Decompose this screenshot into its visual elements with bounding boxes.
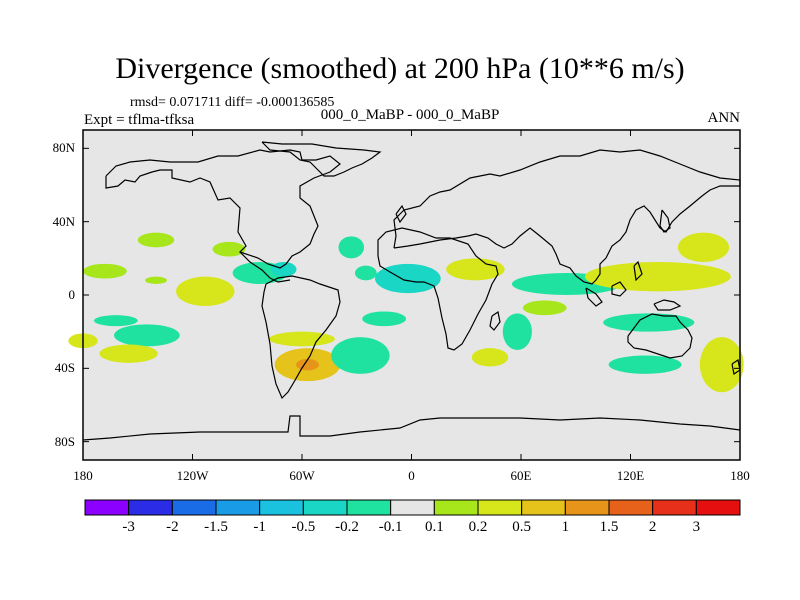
africa-coast — [377, 227, 499, 351]
plot-title: Divergence (smoothed) at 200 hPa (10**6 … — [115, 52, 685, 85]
uk-coast — [395, 204, 407, 224]
colorbar-swatch — [171, 499, 217, 516]
contour-region — [471, 348, 509, 367]
colorbar-tick-label: 0.1 — [424, 519, 444, 535]
philippines-coast — [633, 260, 643, 282]
greenland-coast — [261, 141, 382, 177]
colorbar-tick-label: -0.1 — [378, 519, 403, 535]
central-america-coast — [239, 251, 291, 283]
contour-region — [212, 241, 246, 257]
colorbar-tick-label: -0.5 — [291, 519, 316, 535]
season-label: ANN — [707, 110, 741, 126]
contour-region — [114, 324, 180, 347]
colorbar-swatch — [652, 499, 697, 516]
colorbar-swatch — [302, 499, 348, 516]
colorbar-swatch — [695, 499, 741, 516]
case-label: 000_0_MaBP - 000_0_MaBP — [320, 107, 500, 123]
lon-tick-label: 60E — [510, 468, 532, 483]
colorbar-tick-label: 3 — [692, 519, 701, 535]
contour-region — [375, 263, 441, 294]
new-guinea-coast — [653, 299, 682, 311]
colorbar-swatch — [564, 499, 610, 516]
colorbar-tick-label: 1 — [561, 519, 570, 535]
eurasia-coast — [393, 149, 741, 285]
colorbar-swatch — [215, 499, 261, 516]
colorbar-swatch — [521, 499, 566, 516]
contour-region — [145, 276, 167, 285]
colorbar-tick-label: 2 — [648, 519, 657, 535]
contour-region — [270, 262, 297, 277]
colorbar-swatch — [346, 499, 392, 516]
lon-tick-label: 60W — [289, 468, 315, 483]
colorbar-swatch — [84, 499, 130, 516]
contour-region — [354, 265, 377, 281]
contour-region — [677, 232, 730, 262]
south-america-coast — [261, 275, 341, 400]
contour-region — [502, 313, 532, 350]
contour-region — [99, 344, 158, 363]
contour-region — [93, 315, 138, 327]
australia-coast — [627, 313, 693, 359]
contour-region — [83, 263, 127, 279]
japan-coast — [659, 209, 671, 233]
colorbar-tick-label: -0.2 — [335, 519, 359, 535]
experiment-label: Expt = tflma-tfksa — [84, 112, 195, 128]
colorbar-tick-label: -2 — [166, 519, 179, 535]
lon-tick-label: 120W — [176, 468, 209, 483]
lat-tick-label: 80S — [54, 433, 75, 449]
colorbar-tick-label: 1.5 — [599, 519, 619, 535]
borneo-coast — [611, 281, 627, 297]
colorbar-tick-label: -3 — [122, 519, 135, 535]
colorbar-tick-label: 0.5 — [512, 519, 532, 535]
rmsd-diff-stats: rmsd= 0.071711 diff= -0.000136585 — [130, 95, 335, 110]
contour-region — [699, 337, 744, 393]
lon-tick-label: 120E — [616, 468, 645, 483]
colorbar-swatch — [608, 499, 654, 516]
lon-tick-label: 180 — [730, 468, 750, 483]
contour-region — [331, 337, 390, 374]
lat-tick-label: 80N — [52, 140, 75, 156]
colorbar-tick-label: -1 — [253, 519, 266, 535]
sumatra-coast — [585, 287, 603, 307]
colorbar-swatch — [128, 499, 173, 516]
contour-region — [362, 311, 407, 327]
colorbar-swatch — [390, 499, 435, 516]
contour-region — [608, 355, 682, 374]
colorbar-tick-label: -1.5 — [204, 519, 228, 535]
colorbar — [84, 499, 741, 516]
colorbar-swatch — [433, 499, 479, 516]
contour-region — [137, 232, 175, 248]
divergence-contours — [68, 232, 744, 393]
colorbar-swatch — [259, 499, 304, 516]
contour-region — [603, 313, 695, 332]
lat-tick-label: 40N — [52, 213, 75, 229]
contour-region — [522, 300, 567, 316]
north-america-coast — [105, 149, 341, 269]
lon-tick-label: 180 — [73, 468, 93, 483]
lon-tick-label: 0 — [408, 468, 415, 483]
colorbar-swatch — [477, 499, 523, 516]
lat-tick-label: 0 — [68, 287, 76, 302]
antarctica-coast — [82, 415, 741, 441]
colorbar-tick-label: 0.2 — [468, 519, 488, 535]
axis-ticks — [82, 130, 741, 460]
madagascar-coast — [489, 311, 501, 331]
coastline-outline — [82, 141, 741, 441]
contour-region — [446, 258, 505, 281]
contour-region — [338, 236, 365, 259]
contour-region — [269, 331, 335, 347]
contour-region — [584, 262, 731, 292]
lat-tick-label: 40S — [54, 360, 75, 376]
contour-region — [176, 276, 235, 307]
